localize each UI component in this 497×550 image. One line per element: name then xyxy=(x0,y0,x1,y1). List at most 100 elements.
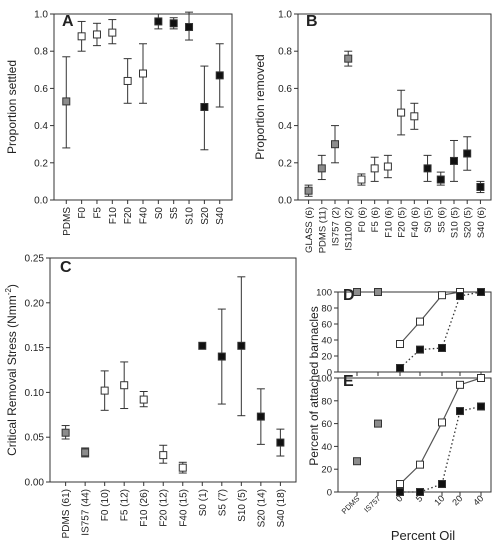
pE-series-point xyxy=(456,407,464,416)
panel-a-label: A xyxy=(62,13,74,30)
pA-ytick-label: 0.8 xyxy=(34,47,48,58)
de-xtick-label: 20 xyxy=(450,493,464,507)
pD-series-line xyxy=(399,291,481,345)
de-xlabel: Percent Oil xyxy=(391,528,455,543)
pB-xtick-label: PDMS (11) xyxy=(317,207,328,253)
pA-point xyxy=(62,97,71,106)
pE-series-point xyxy=(438,418,446,427)
panel-b-label: B xyxy=(306,13,318,30)
panel-c-ylabel-main: Critical Removal Stress (Nmm xyxy=(5,295,19,456)
pC-xtick-label: S5 (7) xyxy=(217,489,228,516)
pB-xtick-label: S40 (6) xyxy=(476,207,487,238)
pE-series-point xyxy=(477,402,485,411)
pE-ref-point xyxy=(374,419,382,428)
pA-xtick-label: S20 xyxy=(200,207,211,225)
panel-e-label: E xyxy=(343,373,354,390)
pE-series-point xyxy=(416,488,424,496)
pE-ytick-label: 0 xyxy=(327,488,332,499)
pA-point xyxy=(77,32,86,41)
pC-xtick-label: S0 (1) xyxy=(198,489,209,516)
pA-point xyxy=(139,69,147,78)
de-xtick-label: IS757 xyxy=(362,494,382,514)
pB-xtick-label: F10 (6) xyxy=(383,207,394,238)
pC-xtick-label: F5 (12) xyxy=(120,489,131,521)
pC-xtick-label: PDMS (61) xyxy=(61,489,72,538)
pC-xtick-label: IS757 (44) xyxy=(81,489,92,536)
pC-point xyxy=(237,341,246,350)
pB-xtick-label: F5 (6) xyxy=(370,207,381,232)
pD-series-point xyxy=(416,317,424,326)
de-xtick-label: 10 xyxy=(432,493,446,507)
pA-xtick-label: S10 xyxy=(185,207,196,225)
pD-series-point xyxy=(456,292,464,300)
pC-ytick-label: 0.20 xyxy=(25,298,45,309)
pA-point xyxy=(154,17,163,26)
pB-point xyxy=(383,162,392,171)
pC-point xyxy=(276,438,285,447)
pB-point xyxy=(370,164,379,173)
pC-ytick-label: 0.00 xyxy=(25,478,45,489)
pA-point xyxy=(169,19,178,28)
pB-ytick-label: 0.4 xyxy=(278,121,292,132)
de-xtick-label: 0 xyxy=(394,493,405,504)
panel-a: A Proportion settled 0.0 0.2 0.4 0.6 0.8 1.0 P… xyxy=(5,10,233,236)
pB-point xyxy=(449,156,458,165)
pB-point xyxy=(357,175,366,184)
pE-frame xyxy=(337,377,492,493)
pB-xtick-label: S0 (5) xyxy=(423,207,434,233)
pD-series-point xyxy=(396,364,404,372)
panel-d: D 0 20 40 60 80 100 xyxy=(316,287,492,379)
pA-point xyxy=(123,76,132,85)
pC-point xyxy=(61,428,70,437)
pD-ytick-label: 0 xyxy=(327,368,332,379)
pB-xtick-label: S20 (5) xyxy=(463,207,474,238)
pC-point xyxy=(139,395,148,404)
pC-point xyxy=(256,412,265,421)
pB-xtick-label: IS757 (2) xyxy=(331,207,342,246)
pE-ytick-label: 20 xyxy=(321,465,332,476)
pE-series-point xyxy=(396,480,404,489)
pE-series-line xyxy=(399,377,482,485)
panel-c-ylabel-end: ) xyxy=(5,284,19,288)
pB-xtick-label: F20 (5) xyxy=(397,207,408,238)
pB-xtick-label: S10 (5) xyxy=(449,207,460,238)
pB-ytick-label: 1.0 xyxy=(278,10,292,21)
pB-point xyxy=(317,164,326,173)
pB-ytick-label: 0.6 xyxy=(278,84,292,95)
de-xtick-label: PDMS xyxy=(340,494,362,516)
pB-ytick-label: 0.2 xyxy=(278,158,292,169)
pC-point xyxy=(178,463,187,472)
pA-point xyxy=(92,30,101,39)
pE-ytick-label: 80 xyxy=(321,396,332,407)
pD-frame xyxy=(337,291,492,373)
pC-point xyxy=(81,448,90,457)
pA-point xyxy=(185,23,194,32)
pB-xtick-label: GLASS (6) xyxy=(304,207,315,253)
pC-xtick-label: F40 (15) xyxy=(178,489,189,527)
pB-xtick-label: S5 (6) xyxy=(436,207,447,233)
pD-ytick-label: 60 xyxy=(321,320,332,331)
pA-ytick-label: 1.0 xyxy=(34,10,48,21)
panel-b: B Proportion removed 0.0 0.2 0.4 0.6 0.8 1.0 G… xyxy=(253,10,492,253)
panel-c: C Critical Removal Stress (Nmm-2) 0.00 0.… xyxy=(4,254,297,538)
pC-xtick-label: S40 (18) xyxy=(276,489,287,527)
pA-xtick-label: S40 xyxy=(215,207,226,225)
pA-ytick-label: 0.0 xyxy=(34,196,48,207)
pA-xtick-label: F20 xyxy=(123,207,134,225)
pB-point xyxy=(423,164,432,173)
pD-ytick-label: 100 xyxy=(316,288,332,299)
pB-ytick-label: 0.8 xyxy=(278,47,292,58)
pA-xtick-label: F0 xyxy=(77,207,88,219)
pA-ytick-label: 0.4 xyxy=(34,121,48,132)
de-ylabel: Percent of attached barnacles xyxy=(307,306,321,465)
pA-xtick-label: F5 xyxy=(92,207,103,219)
pD-series-point xyxy=(438,291,446,300)
pC-point xyxy=(120,381,129,390)
pC-point xyxy=(100,386,109,395)
pB-point xyxy=(436,175,445,184)
pC-ytick-label: 0.25 xyxy=(25,254,45,265)
pC-xtick-label: F0 (10) xyxy=(100,489,111,521)
panel-b-ylabel: Proportion removed xyxy=(253,54,267,159)
pB-xtick-label: F40 (6) xyxy=(410,207,421,238)
